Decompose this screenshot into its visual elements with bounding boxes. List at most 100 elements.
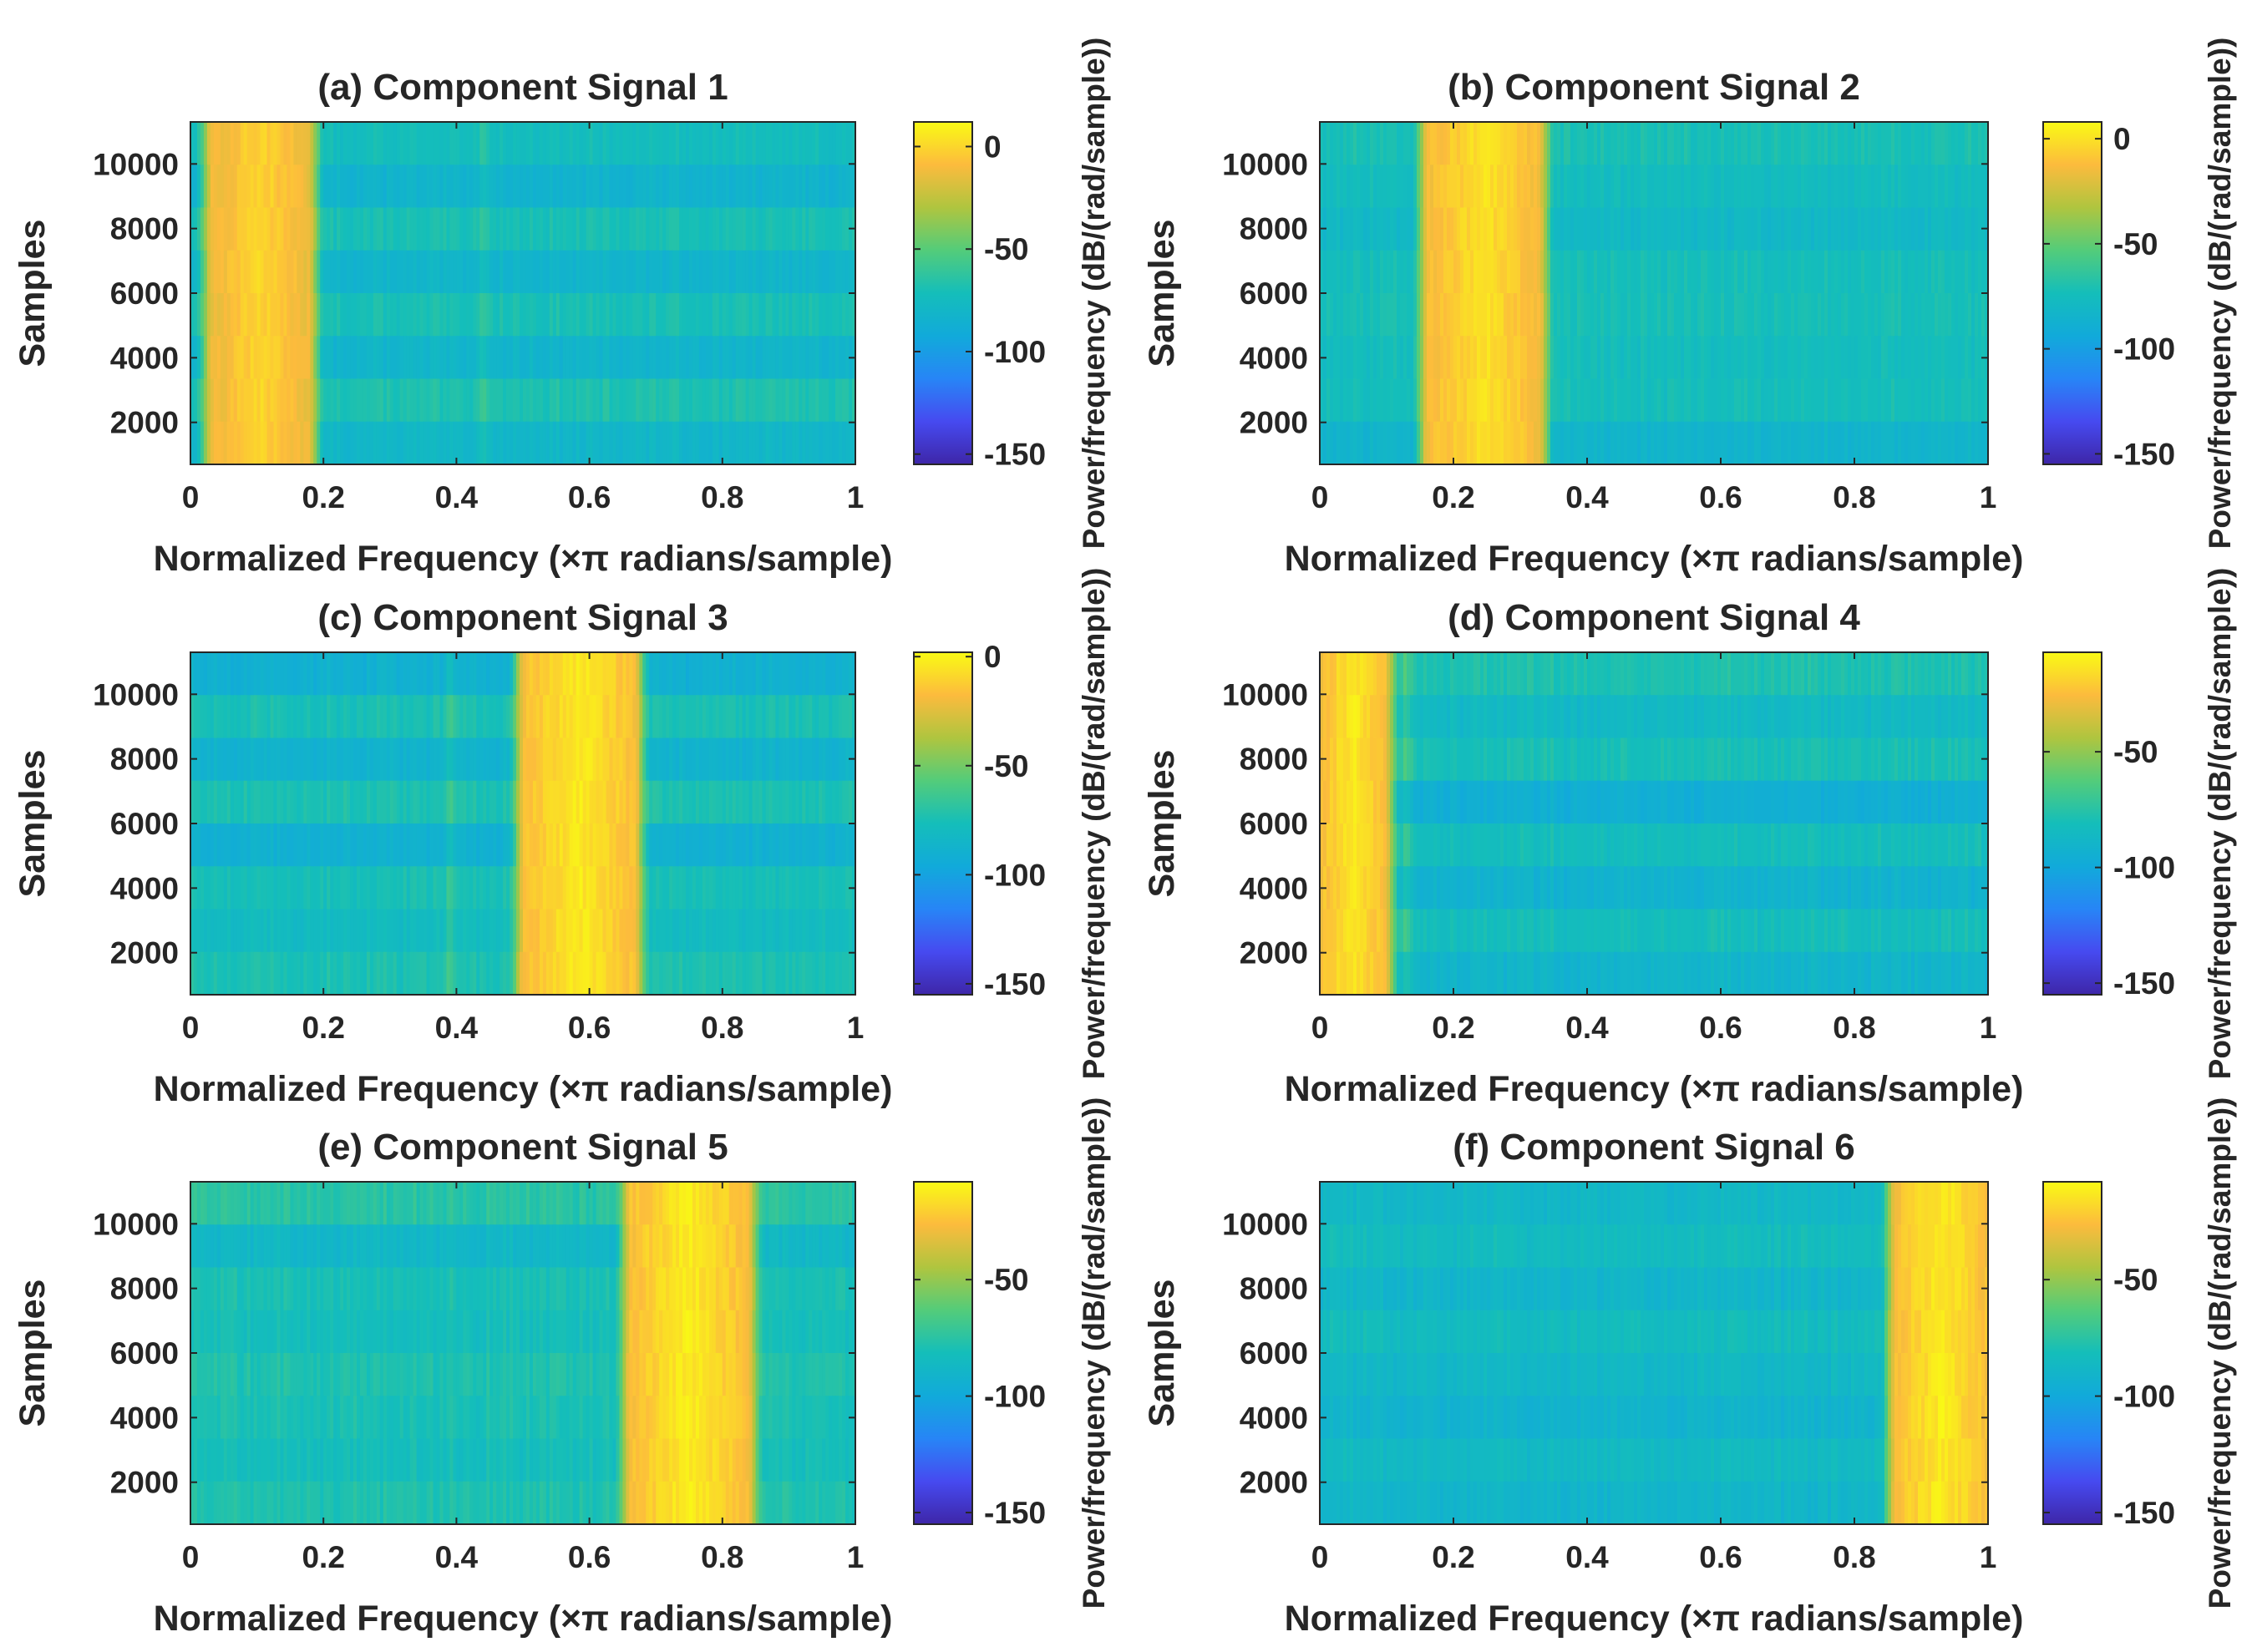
spectrogram-cell (1634, 165, 1638, 209)
spectrogram-cell (453, 866, 457, 910)
spectrogram-cell (642, 165, 647, 209)
spectrogram-cell (545, 378, 550, 423)
spectrogram-cell (1413, 293, 1418, 337)
spectrogram-cell (646, 250, 650, 294)
spectrogram-cell (343, 866, 347, 910)
spectrogram-cell (463, 951, 467, 996)
spectrogram-cell (1574, 207, 1578, 251)
spectrogram-cell (327, 866, 331, 910)
spectrogram-cell (1326, 250, 1331, 294)
spectrogram-cell (1891, 378, 1895, 423)
spectrogram-cell (626, 122, 630, 165)
spectrogram-cell (642, 421, 647, 465)
spectrogram-cell (705, 737, 710, 782)
spectrogram-cell (1864, 122, 1869, 165)
spectrogram-cell (666, 737, 670, 782)
spectrogram-cell (1600, 250, 1605, 294)
spectrogram-cell (503, 652, 507, 696)
spectrogram-cell (632, 336, 637, 380)
spectrogram-cell (1610, 293, 1615, 337)
spectrogram-cell (1868, 378, 1872, 423)
spectrogram-cell (1711, 207, 1715, 251)
spectrogram-cell (297, 695, 301, 739)
spectrogram-cell (795, 951, 799, 996)
spectrogram-cell (343, 250, 347, 294)
spectrogram-cell (626, 207, 630, 251)
spectrogram-cell (1420, 122, 1424, 165)
spectrogram-cell (1560, 207, 1565, 251)
spectrogram-cell (832, 207, 836, 251)
spectrogram-cell (612, 823, 617, 867)
spectrogram-cell (1908, 207, 1912, 251)
spectrogram-cell (439, 866, 444, 910)
spectrogram-cell (1520, 378, 1524, 423)
spectrogram-cell (1941, 165, 1945, 209)
spectrogram-cell (463, 207, 467, 251)
spectrogram-cell (1323, 250, 1327, 294)
spectrogram-cell (469, 695, 474, 739)
spectrogram-cell (1674, 421, 1678, 465)
spectrogram-cell (636, 336, 640, 380)
spectrogram-cell (343, 909, 347, 953)
spectrogram-cell (399, 336, 404, 380)
spectrogram-cell (795, 293, 799, 337)
spectrogram-cell (220, 250, 225, 294)
spectrogram-cell (1610, 421, 1615, 465)
spectrogram-cell (220, 695, 225, 739)
spectrogram-cell (1828, 250, 1832, 294)
spectrogram-cell (1878, 165, 1882, 209)
spectrogram-cell (483, 336, 487, 380)
spectrogram-cell (1975, 250, 1979, 294)
spectrogram-cell (748, 652, 753, 696)
spectrogram-cell (1413, 165, 1418, 209)
spectrogram-cell (732, 823, 737, 867)
spectrogram-cell (520, 378, 524, 423)
spectrogram-cell (283, 378, 288, 423)
spectrogram-cell (695, 250, 700, 294)
spectrogram-cell (469, 737, 474, 782)
spectrogram-cell (535, 207, 540, 251)
spectrogram-cell (459, 866, 464, 910)
spectrogram-cell (206, 780, 211, 824)
spectrogram-cell (1958, 250, 1962, 294)
spectrogram-cell (453, 695, 457, 739)
spectrogram-cell (1534, 293, 1538, 337)
spectrogram-cell (337, 695, 341, 739)
spectrogram-cell (1981, 378, 1986, 423)
spectrogram-cell (236, 293, 241, 337)
spectrogram-cell (486, 951, 490, 996)
spectrogram-cell (1854, 336, 1859, 380)
spectrogram-cell (489, 695, 494, 739)
spectrogram-cell (722, 780, 727, 824)
spectrogram-cell (1647, 250, 1651, 294)
spectrogram-cell (216, 336, 221, 380)
spectrogram-cell (1784, 293, 1788, 337)
spectrogram-cell (376, 652, 381, 696)
spectrogram-cell (1667, 122, 1671, 165)
spectrogram-cell (1427, 378, 1431, 423)
spectrogram-cell (263, 652, 268, 696)
spectrogram-cell (1567, 421, 1571, 465)
spectrogram-cell (369, 652, 374, 696)
spectrogram-cell (1457, 122, 1461, 165)
spectrogram-cell (500, 336, 504, 380)
spectrogram-cell (1641, 250, 1645, 294)
spectrogram-cell (369, 695, 374, 739)
spectrogram-cell (1537, 378, 1541, 423)
spectrogram-cell (1945, 207, 1949, 251)
spectrogram-cell (782, 780, 787, 824)
spectrogram-cell (1871, 250, 1875, 294)
spectrogram-cell (1363, 207, 1367, 251)
spectrogram-cell (698, 951, 703, 996)
spectrogram-cell (1788, 207, 1792, 251)
spectrogram-cell (1537, 250, 1541, 294)
spectrogram-cell (599, 250, 604, 294)
spectrogram-cell (622, 737, 626, 782)
spectrogram-cell (842, 250, 846, 294)
spectrogram-cell (1407, 250, 1411, 294)
spectrogram-cell (825, 165, 829, 209)
spectrogram-cell (1794, 336, 1798, 380)
spectrogram-cell (679, 823, 683, 867)
spectrogram-cell (672, 951, 677, 996)
spectrogram-cell (755, 695, 760, 739)
